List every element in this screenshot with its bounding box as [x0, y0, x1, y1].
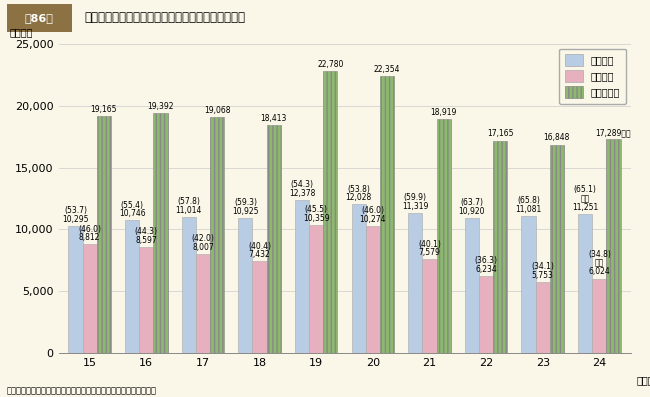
Text: 第86図: 第86図: [25, 13, 53, 23]
Text: 11,251: 11,251: [572, 203, 598, 212]
Text: (54.3): (54.3): [291, 180, 313, 189]
Text: (45.5): (45.5): [305, 205, 328, 214]
Text: (46.0): (46.0): [78, 225, 101, 233]
Text: 8,007: 8,007: [192, 243, 214, 252]
Bar: [578, 214, 592, 353]
Text: 10,920: 10,920: [459, 207, 485, 216]
Bar: [309, 225, 323, 353]
Bar: [266, 125, 281, 353]
Bar: [380, 77, 394, 353]
Bar: [521, 216, 536, 353]
Text: 7,432: 7,432: [249, 250, 270, 259]
Text: 10,925: 10,925: [232, 207, 259, 216]
Text: 22,354: 22,354: [374, 65, 400, 74]
Text: (46.0): (46.0): [361, 206, 384, 216]
Text: 12,378: 12,378: [289, 189, 315, 198]
Text: 水道事業（法適用企業）の資本的支出及びその財源: 水道事業（法適用企業）の資本的支出及びその財源: [84, 12, 246, 24]
Bar: [323, 71, 337, 353]
Bar: [606, 139, 621, 353]
Legend: 内部資金, 外部資金, 資本的支出: 内部資金, 外部資金, 資本的支出: [559, 48, 626, 104]
FancyBboxPatch shape: [6, 4, 72, 32]
Text: 11,319: 11,319: [402, 202, 428, 211]
Bar: [465, 218, 479, 353]
Text: 12,028: 12,028: [346, 193, 372, 202]
Text: 17,165: 17,165: [487, 129, 514, 139]
Text: （年度）: （年度）: [636, 375, 650, 385]
Text: 10,274: 10,274: [359, 215, 386, 224]
Bar: [352, 204, 366, 353]
Bar: [210, 117, 224, 353]
Text: (65.8): (65.8): [517, 197, 540, 205]
Text: 11,081: 11,081: [515, 205, 541, 214]
Text: (34.8): (34.8): [588, 250, 611, 259]
Text: 7,579: 7,579: [419, 248, 441, 257]
Bar: [479, 276, 493, 353]
Bar: [536, 282, 550, 353]
Bar: [252, 261, 266, 353]
Text: (36.3): (36.3): [474, 256, 498, 266]
Text: 6,234: 6,234: [475, 265, 497, 274]
Text: （億円）: （億円）: [10, 27, 33, 37]
Bar: [592, 279, 606, 353]
Text: 8,597: 8,597: [135, 235, 157, 245]
Text: 18,413: 18,413: [261, 114, 287, 123]
Text: (34.1): (34.1): [531, 262, 554, 272]
Bar: [295, 200, 309, 353]
Bar: [153, 113, 168, 353]
Text: 17,289億円: 17,289億円: [595, 128, 631, 137]
Bar: [125, 220, 139, 353]
Text: 19,165: 19,165: [90, 105, 117, 114]
Bar: [182, 217, 196, 353]
Text: 6,024: 6,024: [588, 268, 610, 276]
Bar: [83, 244, 97, 353]
Text: 10,359: 10,359: [303, 214, 330, 223]
Bar: [97, 116, 111, 353]
Text: (65.1): (65.1): [574, 185, 597, 195]
Text: 億円: 億円: [580, 194, 590, 203]
Text: 22,780: 22,780: [317, 60, 344, 69]
Text: (57.8): (57.8): [177, 197, 200, 206]
Text: (59.3): (59.3): [234, 198, 257, 207]
Text: 10,746: 10,746: [119, 209, 146, 218]
Bar: [408, 213, 422, 353]
Text: (63.7): (63.7): [460, 198, 484, 207]
Text: (53.8): (53.8): [347, 185, 370, 194]
Text: （注）（　）内の数値は、資本的支出に占める財源の割合である。: （注）（ ）内の数値は、資本的支出に占める財源の割合である。: [6, 386, 157, 395]
Text: (40.4): (40.4): [248, 242, 271, 251]
Text: (55.4): (55.4): [121, 200, 144, 210]
Text: (40.1): (40.1): [418, 240, 441, 249]
Bar: [422, 260, 437, 353]
Bar: [366, 226, 380, 353]
Text: (42.0): (42.0): [192, 235, 215, 243]
Text: 8,812: 8,812: [79, 233, 100, 242]
Bar: [493, 141, 507, 353]
Text: 19,392: 19,392: [147, 102, 174, 111]
Text: 億円: 億円: [595, 259, 604, 268]
Text: 10,295: 10,295: [62, 215, 89, 224]
Text: (53.7): (53.7): [64, 206, 87, 215]
Bar: [68, 226, 83, 353]
Text: (44.3): (44.3): [135, 227, 158, 236]
Text: 16,848: 16,848: [543, 133, 570, 143]
Text: 18,919: 18,919: [430, 108, 457, 117]
Bar: [550, 145, 564, 353]
Bar: [196, 254, 210, 353]
Text: 19,068: 19,068: [204, 106, 230, 115]
Bar: [239, 218, 252, 353]
Text: 11,014: 11,014: [176, 206, 202, 215]
Bar: [437, 119, 450, 353]
Text: 5,753: 5,753: [532, 271, 554, 280]
Bar: [139, 247, 153, 353]
Text: (59.9): (59.9): [404, 193, 427, 202]
